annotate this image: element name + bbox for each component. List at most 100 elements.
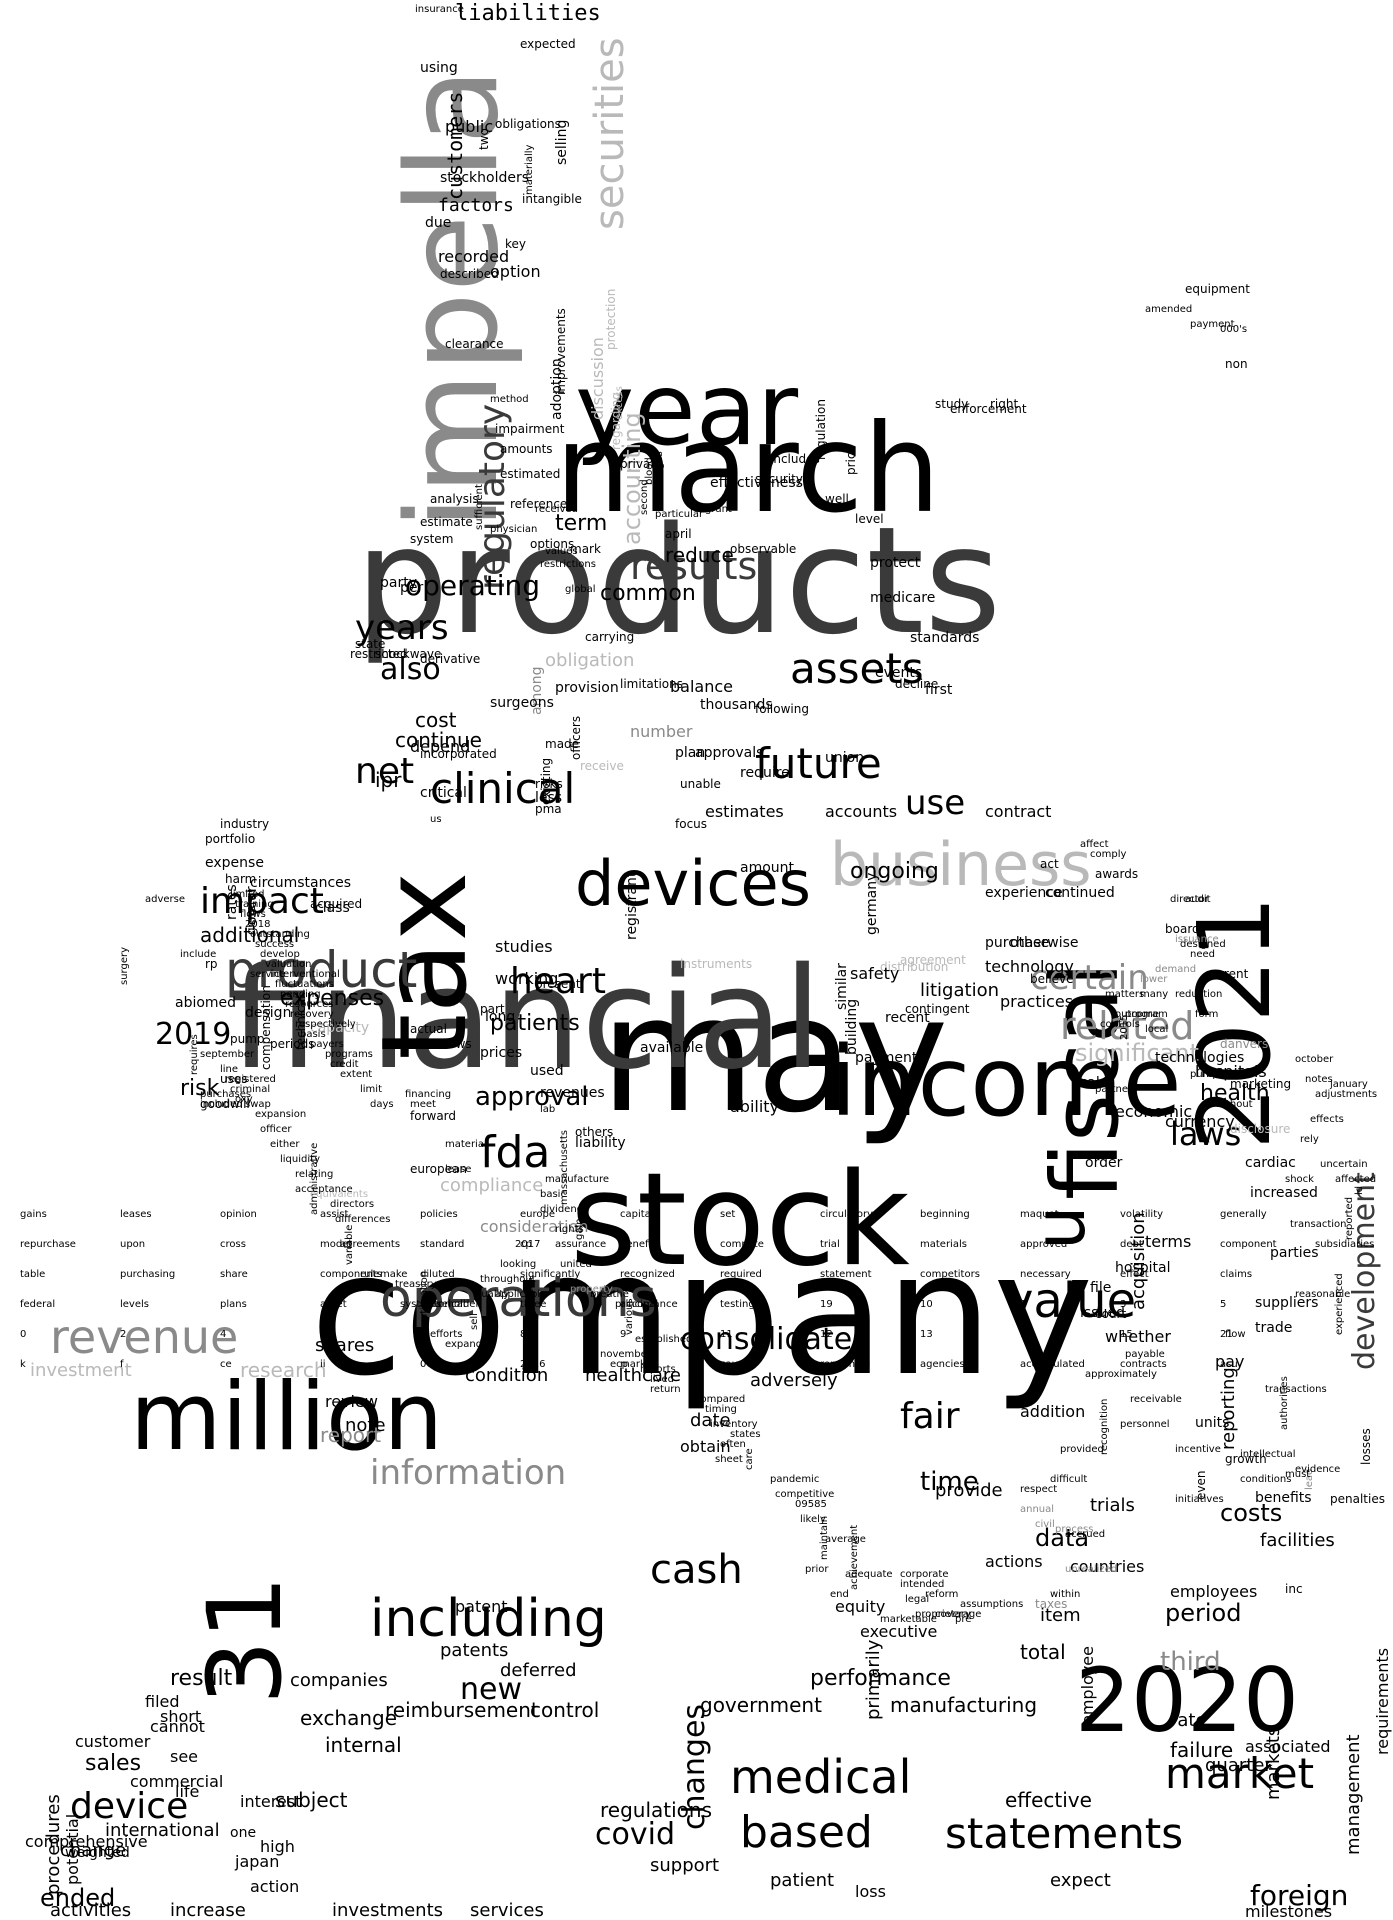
cloud-word: acquired [310, 897, 363, 911]
cloud-word: studies [495, 937, 553, 956]
cloud-word: continue [395, 728, 482, 752]
cloud-word: factors [438, 195, 514, 216]
cloud-word: 2017 [515, 1239, 541, 1250]
cloud-word: believe [1030, 972, 1074, 986]
cloud-word: level [855, 512, 884, 526]
cloud-word: method [490, 394, 529, 405]
cloud-word: 2019 [155, 1017, 232, 1052]
cloud-word: practices [1000, 992, 1074, 1011]
cloud-word: materials [920, 1239, 967, 1250]
cloud-word: term [555, 511, 608, 536]
cloud-word: asset [320, 1299, 347, 1310]
cloud-word: adverse [145, 894, 186, 905]
cloud-word: cannot [150, 1717, 205, 1736]
cloud-word: state [355, 637, 386, 651]
cloud-word: designed [1180, 939, 1226, 950]
cloud-word: care [744, 1448, 755, 1470]
cloud-word: related [1060, 1004, 1195, 1048]
cloud-word: made [545, 737, 580, 751]
cloud-word: amounts [500, 442, 553, 456]
cloud-word: oxy [235, 1094, 253, 1105]
cloud-word: 10 [920, 1299, 933, 1310]
cloud-word: equipment [1185, 282, 1250, 296]
cloud-word: years [355, 608, 449, 648]
cloud-word: activities [50, 1900, 132, 1920]
cloud-word: adversely [750, 1370, 838, 1391]
cloud-word: time [920, 1467, 979, 1497]
cloud-word: amount [740, 860, 795, 876]
cloud-word: transaction [1290, 1219, 1347, 1230]
cloud-word: recognized [620, 1269, 675, 1280]
cloud-word: 8 [520, 1329, 527, 1340]
cloud-word: contract [985, 802, 1052, 821]
cloud-word: success [255, 939, 295, 950]
cloud-word: 13 [920, 1329, 933, 1340]
cloud-word: cardiac [1245, 1155, 1296, 1171]
cloud-word: end [830, 1589, 849, 1600]
cloud-word: stockholders [440, 170, 530, 186]
cloud-word: november [600, 1349, 651, 1360]
cloud-word: awards [1095, 867, 1139, 881]
cloud-word: present [535, 977, 581, 991]
cloud-word: executive [860, 1622, 938, 1641]
cloud-word: rp [205, 957, 218, 971]
cloud-word: trial [820, 1239, 840, 1250]
cloud-word: expect [1050, 1870, 1111, 1891]
cloud-word: recent [885, 1010, 930, 1026]
cloud-word: often [720, 1439, 746, 1450]
cloud-word: corporate [900, 1569, 949, 1580]
cloud-word: values [545, 546, 578, 557]
cloud-word: design [245, 1005, 292, 1021]
cloud-word: intellectual [1240, 1449, 1296, 1460]
cloud-word: patent [455, 1597, 508, 1616]
cloud-word: grant [705, 504, 732, 515]
cloud-word: liabilities [455, 1, 601, 26]
cloud-word: require [740, 765, 790, 781]
cloud-word: incentive [1175, 1444, 1221, 1455]
cloud-word: approved [1020, 1239, 1068, 1250]
cloud-word: compete [720, 1239, 764, 1250]
cloud-word: customer [75, 1732, 151, 1751]
cloud-word: price [844, 445, 858, 475]
cloud-word: us [430, 814, 442, 825]
cloud-word: limited [230, 889, 265, 900]
cloud-word: amended [1145, 304, 1193, 315]
cloud-word: reasonable [1295, 1289, 1351, 1300]
cloud-word: clinical [430, 764, 576, 813]
cloud-word: certain [1030, 958, 1149, 998]
cloud-word: principal [615, 1299, 659, 1310]
cloud-word: cost [415, 708, 457, 732]
cloud-word: countries [1070, 1557, 1145, 1576]
cloud-word: failure [1170, 1738, 1234, 1762]
cloud-word: future [755, 739, 882, 788]
cloud-word: timing [705, 1404, 737, 1415]
cloud-word: gain [574, 1218, 585, 1240]
cloud-word: october [1295, 1054, 1334, 1065]
cloud-word: accumulated [1020, 1359, 1085, 1370]
cloud-word: european [410, 1162, 467, 1176]
cloud-word: standard [420, 1239, 465, 1250]
cloud-word: assets [790, 644, 924, 693]
cloud-word: decline [895, 677, 939, 691]
cloud-word: research [240, 1358, 327, 1382]
cloud-word: legal [905, 1594, 930, 1605]
cloud-word: new [460, 1672, 523, 1707]
cloud-word: manufacturing [890, 1693, 1038, 1717]
cloud-word: materially [524, 144, 535, 195]
cloud-word: operating [405, 569, 541, 602]
cloud-word: intended [900, 1579, 945, 1590]
cloud-word: abiomed [175, 995, 237, 1011]
cloud-word: make [380, 1269, 408, 1280]
cloud-word: component [1220, 1239, 1277, 1250]
cloud-word: agencies [920, 1359, 965, 1370]
cloud-word: ecp [610, 1359, 628, 1370]
cloud-word: process [1055, 1524, 1094, 1535]
cloud-word: sale [1080, 1075, 1109, 1091]
cloud-word: basis [300, 1029, 326, 1040]
cloud-word: life [175, 1782, 200, 1801]
cloud-word: rate [1170, 1710, 1207, 1731]
cloud-word: comprehensive [25, 1832, 148, 1851]
cloud-word: three [520, 1299, 547, 1310]
cloud-word: performance [810, 1666, 951, 1691]
cloud-word: may [600, 961, 949, 1148]
